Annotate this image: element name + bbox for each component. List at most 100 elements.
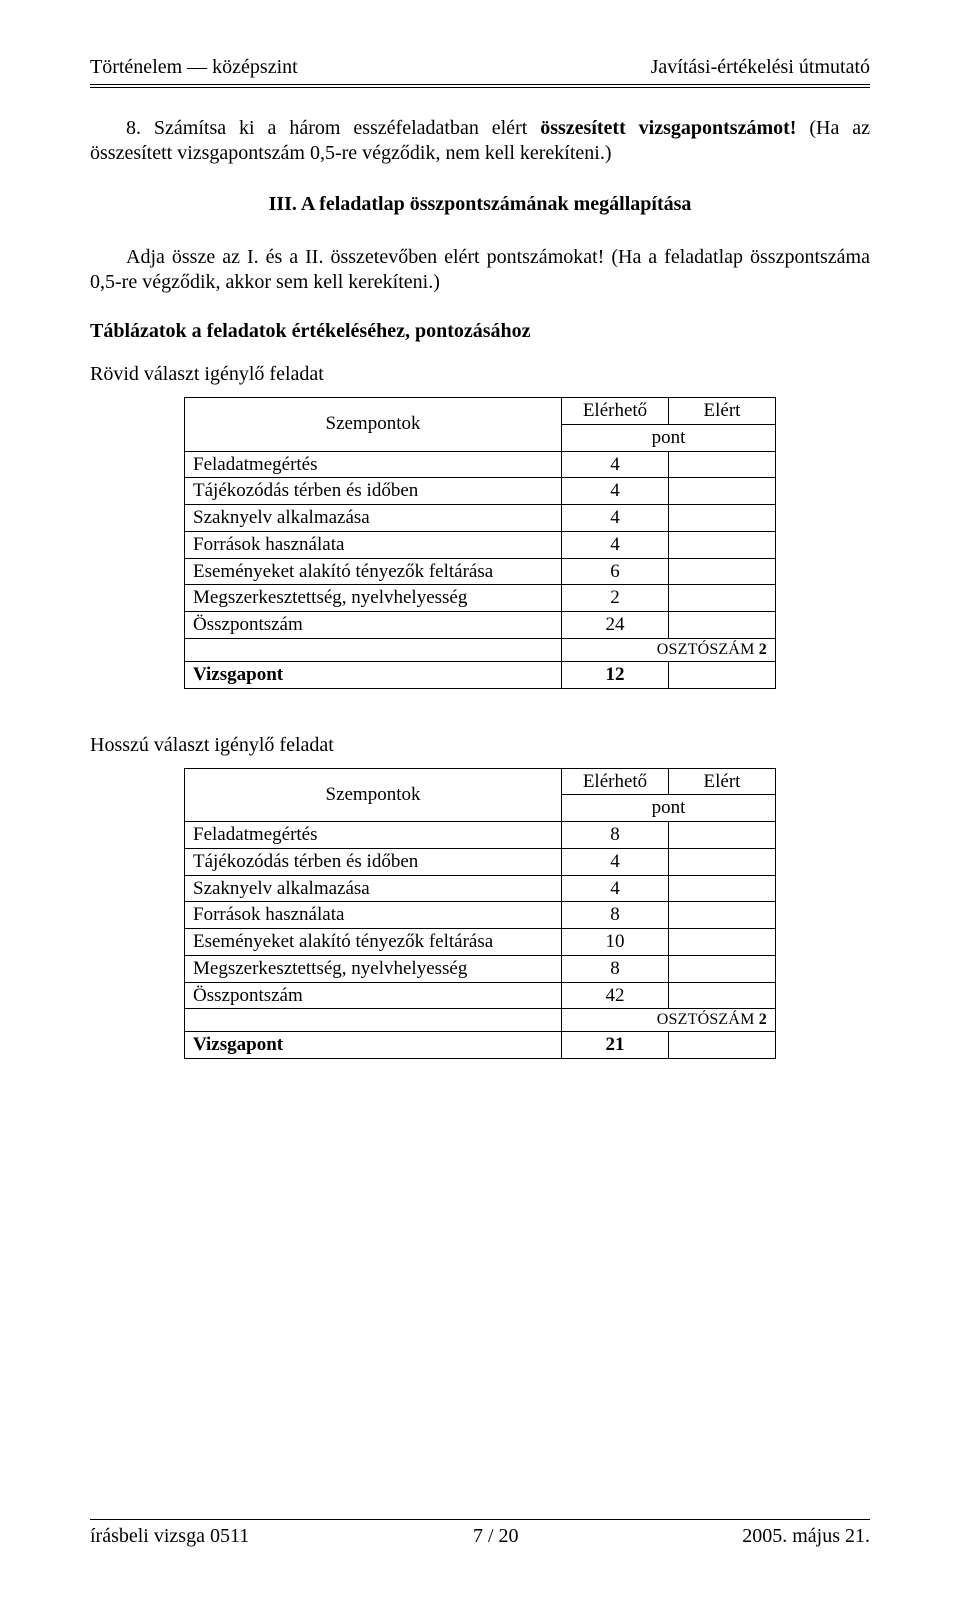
table-row-divisor: OSZTÓSZÁM 2	[185, 1009, 776, 1032]
row-value: 24	[562, 612, 669, 639]
row-label: Megszerkesztettség, nyelvhelyesség	[185, 955, 562, 982]
paragraph-iii: Adja össze az I. és a II. összetevőben e…	[90, 245, 870, 295]
row-label: Feladatmegértés	[185, 451, 562, 478]
row-blank	[669, 661, 776, 688]
table-row: Tájékozódás térben és időben4	[185, 848, 776, 875]
table-row: Megszerkesztettség, nyelvhelyesség8	[185, 955, 776, 982]
row-label: Szaknyelv alkalmazása	[185, 505, 562, 532]
table-header-row: Szempontok Elérhető Elért	[185, 768, 776, 795]
row-blank	[669, 585, 776, 612]
row-value: 4	[562, 875, 669, 902]
row-blank	[669, 531, 776, 558]
table-row-vizsgapont: Vizsgapont12	[185, 661, 776, 688]
row-value: 4	[562, 451, 669, 478]
table-row-vizsgapont: Vizsgapont21	[185, 1032, 776, 1059]
table-row: Tájékozódás térben és időben4	[185, 478, 776, 505]
row-label: Eseményeket alakító tényezők feltárása	[185, 929, 562, 956]
row-label: Források használata	[185, 531, 562, 558]
row-value: 2	[562, 585, 669, 612]
footer-rule	[90, 1519, 870, 1520]
table-row: Feladatmegértés8	[185, 822, 776, 849]
osztoszam-value: 2	[759, 1011, 767, 1028]
tables-title: Táblázatok a feladatok értékeléséhez, po…	[90, 319, 870, 344]
row-blank	[669, 451, 776, 478]
table-row: Források használata8	[185, 902, 776, 929]
footer-left: írásbeli vizsga 0511	[90, 1524, 249, 1549]
row-label: Tájékozódás térben és időben	[185, 848, 562, 875]
table-row: Szaknyelv alkalmazása4	[185, 875, 776, 902]
table-row-total: Összpontszám42	[185, 982, 776, 1009]
table-row-divisor: OSZTÓSZÁM 2	[185, 638, 776, 661]
row-label: Feladatmegértés	[185, 822, 562, 849]
page-footer: írásbeli vizsga 0511 7 / 20 2005. május …	[90, 1519, 870, 1549]
osztoszam-value: 2	[759, 641, 767, 658]
header-right: Javítási-értékelési útmutató	[651, 55, 870, 80]
header-left: Történelem — középszint	[90, 55, 298, 80]
row-blank	[669, 505, 776, 532]
long-scoring-table: Szempontok Elérhető Elért pont Feladatme…	[184, 768, 776, 1060]
para1-bold: összesített vizsgapontszámot!	[540, 117, 796, 139]
row-blank	[669, 1032, 776, 1059]
row-blank	[669, 478, 776, 505]
row-value: 6	[562, 558, 669, 585]
col-pont: pont	[562, 795, 776, 822]
paragraph-8: 8. Számítsa ki a három esszéfeladatban e…	[90, 116, 870, 166]
table-row: Eseményeket alakító tényezők feltárása6	[185, 558, 776, 585]
row-value: 4	[562, 505, 669, 532]
row-blank-label	[185, 1009, 562, 1032]
table-header-row: Szempontok Elérhető Elért	[185, 398, 776, 425]
row-value: 4	[562, 848, 669, 875]
row-blank	[669, 558, 776, 585]
row-label: Eseményeket alakító tényezők feltárása	[185, 558, 562, 585]
col-szempontok: Szempontok	[185, 398, 562, 452]
row-blank	[669, 982, 776, 1009]
row-label: Vizsgapont	[185, 661, 562, 688]
col-elert: Elért	[669, 398, 776, 425]
short-task-title: Rövid választ igénylő feladat	[90, 362, 870, 387]
row-blank	[669, 902, 776, 929]
header-rule-1	[90, 84, 870, 85]
row-label: Források használata	[185, 902, 562, 929]
short-scoring-table: Szempontok Elérhető Elért pont Feladatme…	[184, 397, 776, 689]
row-label: Összpontszám	[185, 612, 562, 639]
osztoszam-label: OSZTÓSZÁM	[657, 1011, 759, 1028]
osztoszam-label: OSZTÓSZÁM	[657, 641, 759, 658]
header-rule-2	[90, 87, 870, 88]
row-value: 12	[562, 661, 669, 688]
table-row: Szaknyelv alkalmazása4	[185, 505, 776, 532]
divisor-cell: OSZTÓSZÁM 2	[562, 638, 776, 661]
row-blank	[669, 848, 776, 875]
table-row-total: Összpontszám24	[185, 612, 776, 639]
row-value: 8	[562, 822, 669, 849]
col-elert: Elért	[669, 768, 776, 795]
row-blank	[669, 929, 776, 956]
row-label: Szaknyelv alkalmazása	[185, 875, 562, 902]
col-pont: pont	[562, 424, 776, 451]
footer-right: 2005. május 21.	[742, 1524, 870, 1549]
heading-iii: III. A feladatlap összpontszámának megál…	[90, 192, 870, 217]
long-task-title: Hosszú választ igénylő feladat	[90, 733, 870, 758]
row-blank	[669, 612, 776, 639]
footer-center: 7 / 20	[473, 1524, 519, 1549]
row-label: Megszerkesztettség, nyelvhelyesség	[185, 585, 562, 612]
row-value: 10	[562, 929, 669, 956]
row-blank	[669, 822, 776, 849]
row-value: 8	[562, 902, 669, 929]
table-row: Források használata4	[185, 531, 776, 558]
row-value: 4	[562, 478, 669, 505]
page-header: Történelem — középszint Javítási-értékel…	[90, 55, 870, 80]
col-szempontok: Szempontok	[185, 768, 562, 822]
para1-prefix: 8. Számítsa ki a három esszéfeladatban e…	[126, 117, 540, 139]
row-label: Tájékozódás térben és időben	[185, 478, 562, 505]
table-row: Feladatmegértés4	[185, 451, 776, 478]
row-value: 8	[562, 955, 669, 982]
divisor-cell: OSZTÓSZÁM 2	[562, 1009, 776, 1032]
row-value: 4	[562, 531, 669, 558]
row-blank	[669, 955, 776, 982]
row-value: 21	[562, 1032, 669, 1059]
row-value: 42	[562, 982, 669, 1009]
row-label: Összpontszám	[185, 982, 562, 1009]
row-blank	[669, 875, 776, 902]
row-blank-label	[185, 638, 562, 661]
col-elerheto: Elérhető	[562, 398, 669, 425]
